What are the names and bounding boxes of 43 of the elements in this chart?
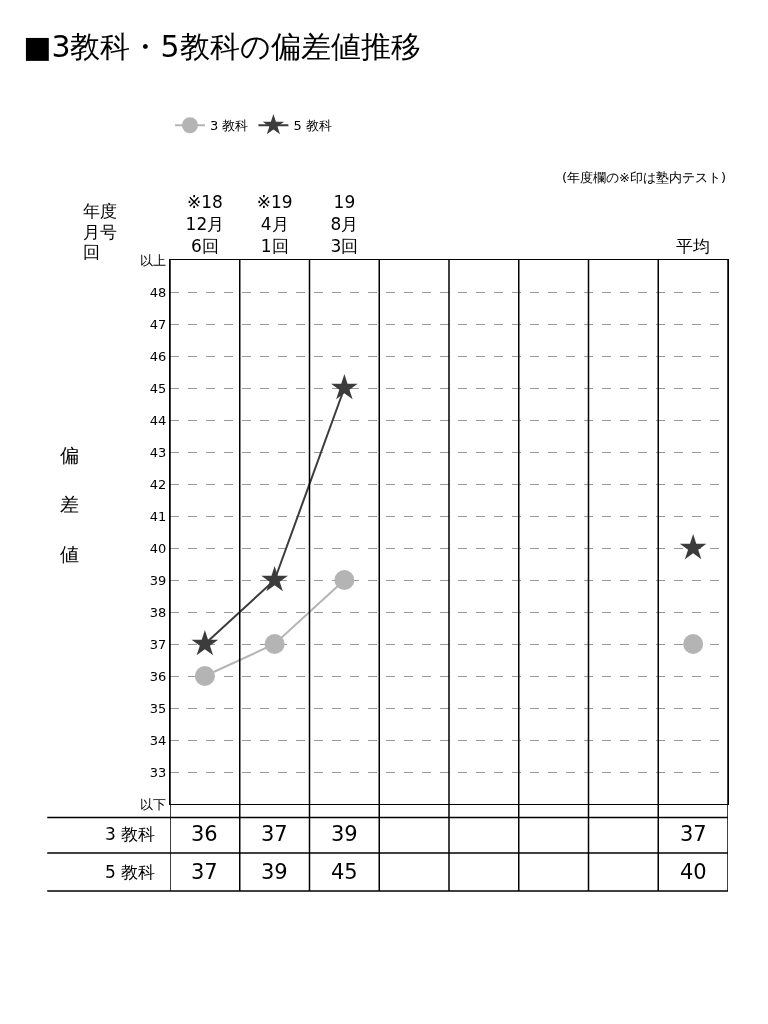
- y-tick-label: 42: [149, 476, 167, 492]
- data-label: 45: [331, 860, 358, 884]
- y-tick-label: 37: [149, 636, 167, 652]
- y-tick-label: 39: [149, 572, 167, 588]
- data-label: 37: [261, 822, 288, 846]
- y-tick-label: 45: [149, 380, 167, 396]
- data-label: 36: [191, 822, 218, 846]
- y-tick-label: 33: [149, 764, 167, 780]
- y-tick-label: 以下: [140, 796, 167, 812]
- y-tick-label: 40: [149, 540, 167, 556]
- point: [679, 534, 707, 560]
- text: 回: [83, 242, 100, 262]
- text: 5 教科: [105, 862, 156, 882]
- legend-label: 5 教科: [293, 118, 332, 134]
- x-tick-label: 平均: [676, 236, 711, 257]
- data-label: 40: [680, 860, 707, 884]
- y-tick-label: 48: [149, 284, 167, 300]
- text: 3 教科: [105, 824, 156, 844]
- y-tick-label: 41: [149, 508, 167, 524]
- y-tick-label: 以上: [140, 252, 167, 268]
- y-tick-label: 47: [149, 316, 167, 332]
- y-tick-label: 35: [149, 700, 167, 716]
- y-tick-label: 36: [149, 668, 167, 684]
- point: [331, 374, 358, 400]
- x-tick-label: ※18 12月 6回: [185, 192, 225, 257]
- data-label: 39: [331, 822, 358, 846]
- x-tick-label: 19 8月 3回: [330, 192, 359, 257]
- text: 年度: [83, 201, 117, 221]
- y-tick-label: 38: [149, 604, 167, 620]
- data-label: 39: [261, 860, 288, 884]
- text: 偏差値: [60, 444, 79, 565]
- y-tick-label: 44: [149, 412, 167, 428]
- text: (年度欄の※印は塾内テスト): [562, 170, 727, 185]
- y-tick-label: 43: [149, 444, 167, 460]
- y-tick-label: 46: [149, 348, 167, 364]
- data-label: 37: [191, 860, 218, 884]
- point: [683, 634, 704, 654]
- y-tick-label: 34: [149, 732, 167, 748]
- legend-label: 3 教科: [210, 118, 249, 134]
- text: 月号: [83, 222, 117, 242]
- x-tick-label: ※19 4月 1回: [256, 192, 293, 257]
- data-label: 37: [680, 822, 707, 846]
- chart-title: ■3教科・5教科の偏差値推移: [23, 28, 421, 64]
